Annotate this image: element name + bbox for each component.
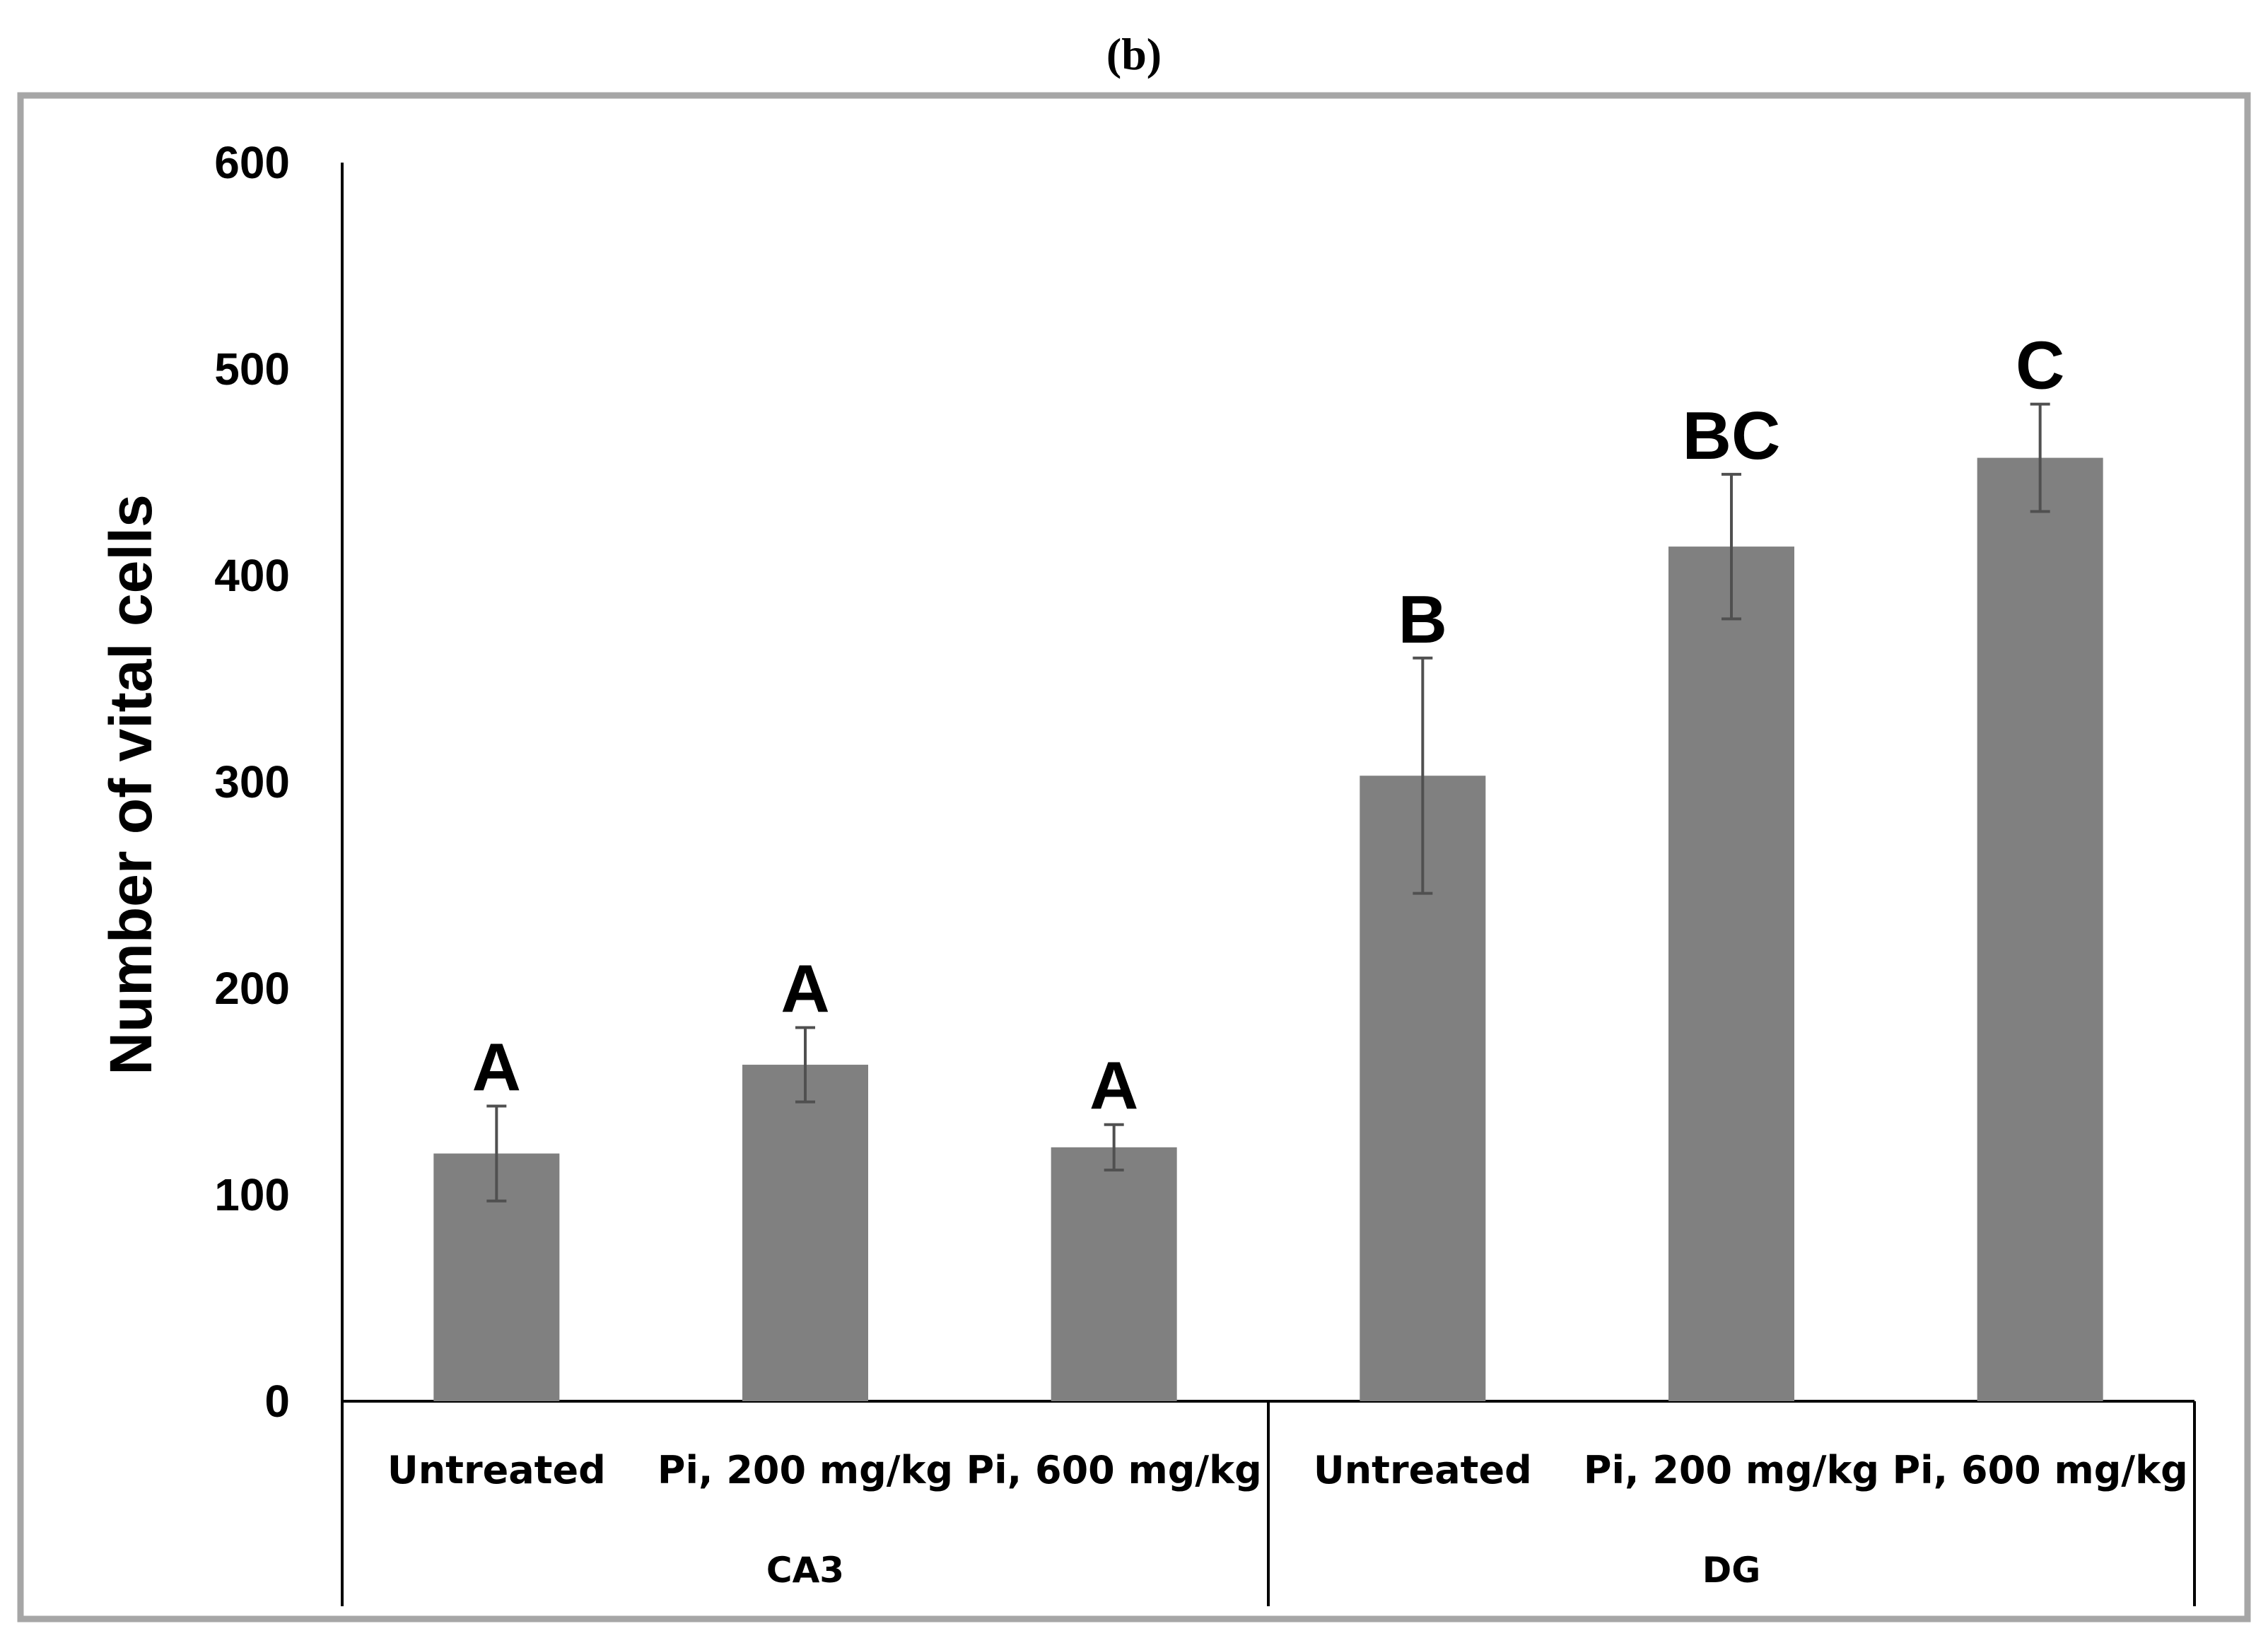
x-category-label: Untreated	[387, 1448, 606, 1492]
y-tick-label: 600	[214, 137, 290, 188]
bar	[742, 1065, 868, 1401]
significance-label: B	[1398, 582, 1447, 657]
y-tick-label: 100	[214, 1169, 290, 1220]
significance-label: A	[472, 1029, 521, 1105]
bar	[1977, 457, 2103, 1401]
x-category-label: Pi, 200 mg/kg	[657, 1448, 953, 1492]
y-tick-label: 500	[214, 344, 290, 394]
y-tick-label: 0	[264, 1376, 290, 1427]
x-category-label: Pi, 600 mg/kg	[966, 1448, 1262, 1492]
y-tick-label: 300	[214, 756, 290, 807]
x-category-label: Pi, 600 mg/kg	[1893, 1448, 2188, 1492]
significance-label: C	[2016, 328, 2064, 404]
panel-label: (b)	[1106, 29, 1162, 79]
bar	[1051, 1147, 1177, 1401]
chart-marks: 0 100 200 300 400 500 600 Number of vital cells…	[98, 137, 2196, 1606]
x-category-label: Untreated	[1314, 1448, 1532, 1492]
significance-label: A	[781, 951, 829, 1027]
x-category-label: Pi, 200 mg/kg	[1584, 1448, 1879, 1492]
significance-label: A	[1089, 1048, 1138, 1124]
y-tick-label: 400	[214, 550, 290, 601]
significance-label: BC	[1683, 398, 1781, 474]
y-axis-title: Number of vital cells	[98, 494, 164, 1075]
x-group-label: CA3	[766, 1550, 844, 1591]
bar	[1668, 546, 1794, 1401]
x-group-label: DG	[1702, 1550, 1761, 1591]
y-tick-label: 200	[214, 963, 290, 1014]
